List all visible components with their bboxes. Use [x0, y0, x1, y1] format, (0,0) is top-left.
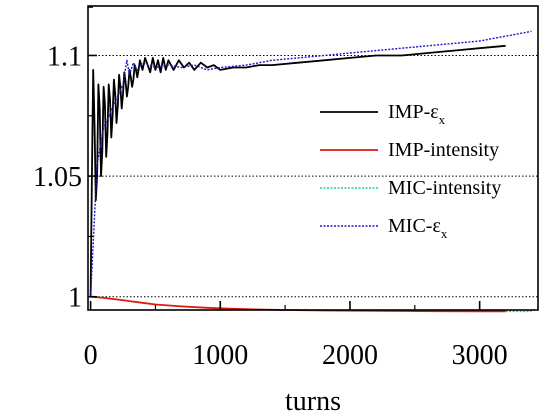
series-layer [89, 30, 532, 313]
x-axis-title: turns [285, 386, 341, 417]
x-tick-label: 3000 [452, 340, 508, 371]
legend-label: MIC-intensity [388, 177, 501, 199]
legend: IMP-εx IMP-intensity MIC-intensity MIC-εx [320, 101, 501, 241]
legend-item-imp_intensity: IMP-intensity [320, 139, 499, 161]
y-tick-label: 1.1 [47, 41, 82, 72]
x-axis: 0 1000 2000 3000 [84, 301, 508, 371]
legend-label: IMP-intensity [388, 139, 499, 161]
legend-label: MIC-εx [388, 215, 448, 241]
legend-item-mic_emittance: MIC-εx [320, 215, 448, 241]
x-tick-label: 1000 [192, 340, 248, 371]
plot-frame [87, 5, 539, 311]
y-tick-label: 1 [68, 283, 82, 314]
series-line-imp_intensity [90, 295, 506, 313]
legend-item-imp_emittance: IMP-εx [320, 101, 446, 127]
y-tick-label: 1.05 [33, 162, 82, 193]
series-line-imp_emittance [89, 44, 506, 297]
x-tick-label: 2000 [322, 340, 378, 371]
legend-label-subscript: x [441, 226, 448, 241]
legend-item-mic_intensity: MIC-intensity [320, 177, 501, 199]
series-line-mic_emittance [89, 30, 532, 297]
reference-lines [88, 54, 538, 298]
legend-label-subscript: x [439, 112, 446, 127]
y-axis: 1 1.05 1.1 [33, 6, 97, 314]
x-tick-label: 0 [84, 340, 98, 371]
legend-label: IMP-εx [388, 101, 446, 127]
